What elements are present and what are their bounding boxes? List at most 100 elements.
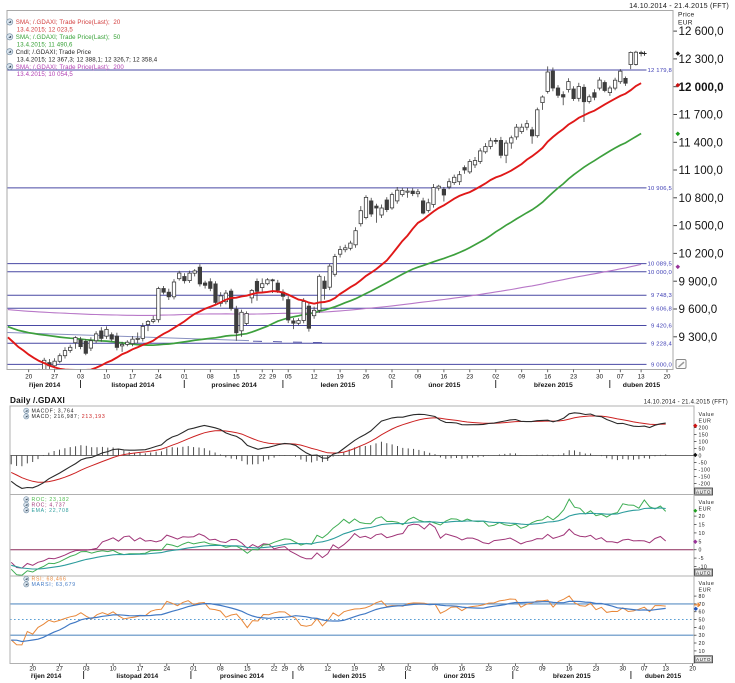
svg-text:říjen 2014: říjen 2014 [31, 673, 62, 680]
svg-text:Value: Value [699, 412, 715, 418]
svg-text:16: 16 [544, 374, 551, 381]
svg-text:16: 16 [440, 374, 447, 381]
svg-text:02: 02 [512, 666, 519, 672]
svg-text:26: 26 [378, 666, 385, 672]
svg-text:-100: -100 [699, 467, 711, 473]
svg-text:24: 24 [155, 374, 162, 381]
svg-text:-50: -50 [699, 461, 708, 467]
svg-text:ROC; 23,182: ROC; 23,182 [32, 497, 70, 503]
svg-text:20: 20 [25, 374, 32, 381]
svg-text:Cndl; /.GDAXI; Trade Price: Cndl; /.GDAXI; Trade Price [16, 49, 92, 56]
svg-text:-10: -10 [699, 565, 708, 571]
svg-text:duben 2015: duben 2015 [623, 382, 661, 389]
svg-text:09: 09 [432, 666, 439, 672]
svg-text:únor 2015: únor 2015 [428, 382, 460, 389]
svg-text:12: 12 [324, 666, 331, 672]
svg-text:02: 02 [405, 666, 412, 672]
svg-text:11 400,0: 11 400,0 [679, 136, 723, 149]
svg-text:19: 19 [337, 374, 344, 381]
svg-text:27: 27 [51, 374, 58, 381]
svg-text:Daily /.GDAXI: Daily /.GDAXI [10, 396, 65, 405]
svg-text:MARSI; 63,679: MARSI; 63,679 [32, 582, 76, 588]
svg-text:listopad 2014: listopad 2014 [116, 673, 158, 680]
svg-text:9 600,0: 9 600,0 [679, 303, 718, 316]
svg-text:27: 27 [56, 666, 63, 672]
svg-text:15: 15 [244, 666, 251, 672]
svg-text:9 900,0: 9 900,0 [679, 275, 718, 288]
svg-text:08: 08 [207, 374, 214, 381]
svg-text:23: 23 [570, 374, 577, 381]
svg-text:13.4.2015; 11 490,6: 13.4.2015; 11 490,6 [17, 41, 73, 48]
svg-text:23: 23 [593, 666, 600, 672]
svg-text:15: 15 [699, 523, 706, 529]
svg-text:MACD; 216,987; 213,193: MACD; 216,987; 213,193 [32, 414, 106, 420]
svg-text:09: 09 [414, 374, 421, 381]
svg-text:29: 29 [269, 374, 276, 381]
svg-text:05: 05 [298, 666, 305, 672]
svg-text:ROC; 4,737: ROC; 4,737 [32, 503, 66, 509]
svg-text:-150: -150 [699, 474, 711, 480]
svg-text:EUR: EUR [678, 20, 693, 27]
svg-text:9 228,4: 9 228,4 [651, 341, 673, 347]
svg-text:22: 22 [259, 374, 266, 381]
svg-text:9 606,8: 9 606,8 [651, 306, 673, 312]
svg-text:20: 20 [689, 666, 696, 672]
svg-text:12 300,0: 12 300,0 [679, 53, 724, 66]
svg-text:20: 20 [699, 514, 706, 520]
svg-text:15: 15 [233, 374, 240, 381]
svg-text:SMA; /.GDAXI; Trade Price(Last: SMA; /.GDAXI; Trade Price(Last); 20 [16, 19, 121, 26]
svg-text:RSI; 68,466: RSI; 68,466 [32, 577, 67, 583]
svg-text:16: 16 [566, 666, 573, 672]
svg-text:17: 17 [137, 666, 144, 672]
svg-text:20: 20 [29, 666, 36, 672]
svg-text:08: 08 [217, 666, 224, 672]
svg-text:12 600,0: 12 600,0 [679, 25, 724, 38]
svg-text:5: 5 [699, 539, 702, 545]
svg-text:09: 09 [539, 666, 546, 672]
svg-text:07: 07 [641, 666, 648, 672]
svg-text:10 000,0: 10 000,0 [647, 270, 672, 276]
svg-text:10: 10 [699, 649, 706, 655]
svg-text:50: 50 [699, 618, 706, 624]
svg-text:30: 30 [596, 374, 603, 381]
svg-text:03: 03 [83, 666, 90, 672]
svg-text:SMA; /.GDAXI; Trade Price(Last: SMA; /.GDAXI; Trade Price(Last); 200 [16, 64, 125, 71]
svg-text:9 000,0: 9 000,0 [651, 362, 673, 368]
svg-text:9 420,6: 9 420,6 [651, 324, 673, 330]
svg-text:02: 02 [492, 374, 499, 381]
svg-text:50: 50 [699, 447, 706, 453]
svg-text:09: 09 [518, 374, 525, 381]
svg-text:11 700,0: 11 700,0 [679, 109, 723, 122]
svg-text:14.10.2014 - 21.4.2015 (FFT): 14.10.2014 - 21.4.2015 (FFT) [629, 1, 729, 10]
svg-text:02: 02 [389, 374, 396, 381]
svg-text:10 089,5: 10 089,5 [647, 262, 672, 268]
svg-text:0: 0 [699, 548, 702, 554]
svg-text:březen 2015: březen 2015 [534, 382, 573, 389]
svg-text:100: 100 [699, 440, 709, 446]
svg-text:10 200,0: 10 200,0 [679, 248, 724, 261]
svg-text:23: 23 [485, 666, 492, 672]
svg-text:EUR: EUR [699, 507, 712, 513]
svg-text:11 100,0: 11 100,0 [679, 164, 723, 177]
svg-text:01: 01 [181, 374, 188, 381]
svg-text:10: 10 [110, 666, 117, 672]
svg-text:březen 2015: březen 2015 [553, 673, 591, 680]
svg-text:12 000,0: 12 000,0 [679, 81, 724, 94]
svg-text:10 906,5: 10 906,5 [647, 186, 672, 192]
svg-text:20: 20 [664, 374, 671, 381]
svg-text:AUTO: AUTO [696, 489, 711, 494]
svg-text:14.10.2014 - 21.4.2015 (FFT): 14.10.2014 - 21.4.2015 (FFT) [644, 400, 728, 406]
svg-text:0: 0 [699, 454, 702, 460]
svg-text:10: 10 [699, 531, 706, 537]
svg-text:150: 150 [699, 433, 709, 439]
svg-text:03: 03 [77, 374, 84, 381]
svg-text:19: 19 [351, 666, 358, 672]
svg-text:-200: -200 [699, 481, 711, 487]
svg-text:70: 70 [699, 602, 706, 608]
svg-text:říjen 2014: říjen 2014 [29, 382, 61, 389]
svg-text:Price: Price [678, 12, 695, 19]
svg-text:9 300,0: 9 300,0 [679, 331, 718, 344]
svg-text:13.4.2015; 12 367,3; 12 388,1;: 13.4.2015; 12 367,3; 12 388,1; 12 326,7;… [17, 56, 158, 63]
svg-text:12: 12 [311, 374, 318, 381]
svg-text:05: 05 [285, 374, 292, 381]
